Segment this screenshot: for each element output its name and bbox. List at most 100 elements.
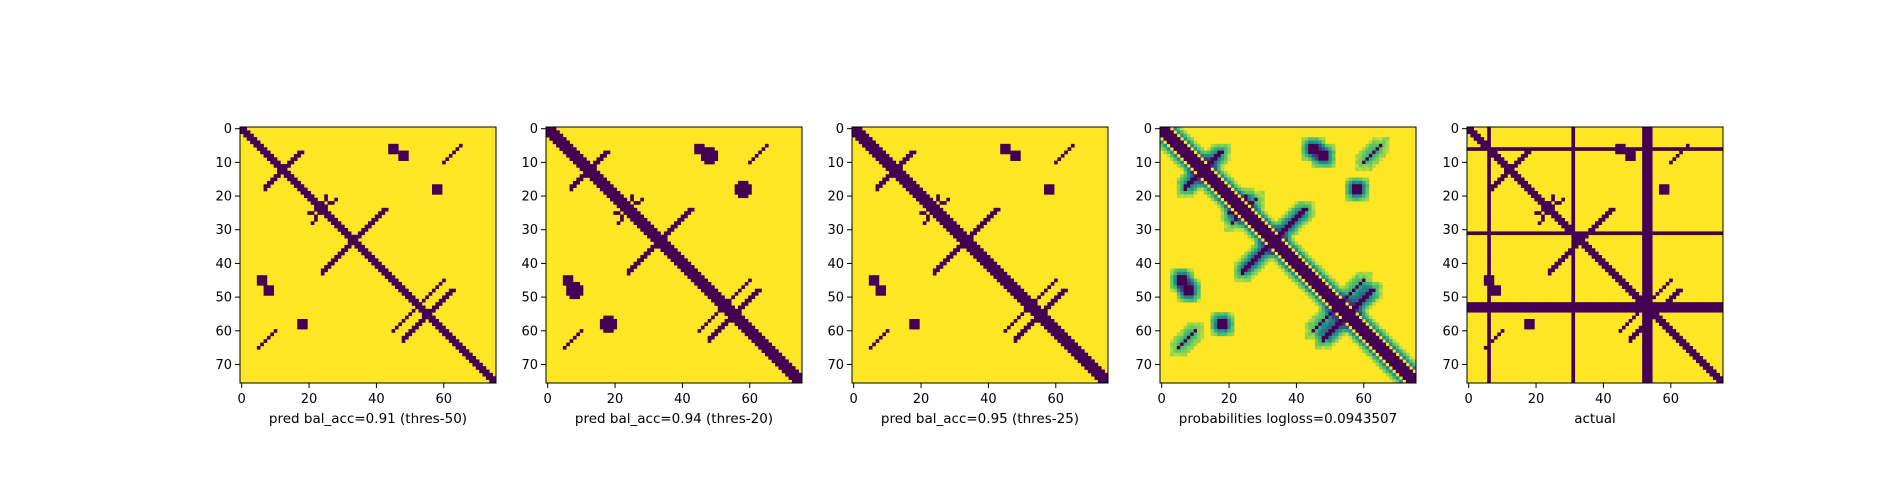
heatmap-cell xyxy=(1288,275,1292,279)
heatmap-cell xyxy=(1669,308,1673,313)
heatmap-cell xyxy=(1210,157,1215,161)
heatmap-cell xyxy=(775,356,779,360)
heatmap-cell xyxy=(384,275,389,279)
heatmap-cell xyxy=(1311,214,1316,219)
heatmap-cell xyxy=(1037,312,1041,316)
heatmap-cell xyxy=(616,204,621,209)
heatmap-cell xyxy=(905,153,910,158)
heatmap-cell xyxy=(885,153,890,158)
heatmap-cell xyxy=(260,281,264,286)
heatmap-cell xyxy=(1345,298,1349,303)
heatmap-cell xyxy=(1304,255,1309,259)
heatmap-cell xyxy=(1321,315,1326,320)
heatmap-cell xyxy=(1067,345,1072,350)
heatmap-cell xyxy=(1186,174,1191,178)
heatmap-cell xyxy=(1264,211,1269,215)
heatmap-cell xyxy=(1648,362,1653,367)
heatmap-cell xyxy=(445,335,450,340)
heatmap-cell xyxy=(1210,315,1215,320)
heatmap-cell xyxy=(882,292,886,296)
heatmap-cell xyxy=(704,153,708,158)
heatmap-cell xyxy=(1166,147,1171,151)
heatmap-cell xyxy=(1372,153,1376,158)
heatmap-cell xyxy=(1655,308,1660,313)
heatmap-cell xyxy=(1311,319,1316,323)
heatmap-cell xyxy=(589,164,594,168)
heatmap-cell xyxy=(576,332,580,337)
heatmap-cell xyxy=(1217,164,1221,168)
heatmap-cell xyxy=(1274,241,1279,246)
heatmap-cell xyxy=(327,265,332,269)
heatmap-cell xyxy=(347,231,352,236)
heatmap-cell xyxy=(1311,292,1316,296)
heatmap-cell xyxy=(1652,231,1656,236)
heatmap-cell xyxy=(677,217,682,222)
heatmap-cell xyxy=(1308,329,1312,333)
heatmap-cell xyxy=(586,167,591,172)
heatmap-cell xyxy=(1487,308,1491,313)
heatmap-cell xyxy=(1304,285,1309,289)
heatmap-cell xyxy=(1331,157,1336,161)
heatmap-cell xyxy=(1197,292,1201,296)
heatmap-cell xyxy=(694,143,698,148)
heatmap-cell xyxy=(1020,292,1025,296)
heatmap-cell xyxy=(690,207,695,212)
heatmap-cell xyxy=(1180,191,1184,195)
heatmap-cell xyxy=(1173,133,1178,138)
heatmap-cell xyxy=(1023,302,1028,306)
heatmap-cell xyxy=(1365,177,1370,182)
heatmap-cell xyxy=(1389,342,1393,347)
heatmap-cell xyxy=(485,369,490,374)
heatmap-cell xyxy=(1186,298,1191,303)
heatmap-cell xyxy=(1237,261,1242,266)
heatmap-cell xyxy=(1493,305,1498,310)
heatmap-cell xyxy=(1659,322,1663,327)
heatmap-cell xyxy=(1338,335,1343,340)
heatmap-cell xyxy=(1382,352,1386,357)
heatmap-cell xyxy=(1213,147,1218,151)
heatmap-cell xyxy=(1385,352,1390,357)
heatmap-cell xyxy=(663,244,668,249)
heatmap-cell xyxy=(1355,275,1360,279)
heatmap-cell xyxy=(976,258,981,263)
heatmap-cell xyxy=(1341,288,1346,293)
heatmap-cell xyxy=(1213,201,1218,205)
heatmap-cell xyxy=(1699,356,1704,360)
heatmap-cell xyxy=(1648,251,1653,256)
heatmap-cell xyxy=(1685,349,1690,353)
heatmap-cell xyxy=(1500,157,1505,161)
heatmap-cell xyxy=(606,180,611,185)
heatmap-cell xyxy=(636,261,641,266)
heatmap-cell xyxy=(1298,244,1302,249)
heatmap-cell xyxy=(1318,298,1322,303)
heatmap-cell xyxy=(1493,184,1498,188)
heatmap-cell xyxy=(405,295,409,300)
heatmap-cell xyxy=(878,184,883,188)
heatmap-cell xyxy=(1314,278,1319,283)
heatmap-cell xyxy=(341,228,345,232)
heatmap-cell xyxy=(1554,261,1559,266)
heatmap-cell xyxy=(778,362,783,367)
heatmap-cell xyxy=(1487,217,1491,222)
heatmap-cell xyxy=(1648,207,1653,212)
heatmap-cell xyxy=(411,295,416,300)
heatmap-cell xyxy=(1372,281,1376,286)
heatmap-cell xyxy=(1331,143,1336,148)
heatmap-cell xyxy=(700,143,705,148)
heatmap-cell xyxy=(980,255,984,259)
heatmap-cell xyxy=(1561,302,1565,306)
heatmap-cell xyxy=(445,295,450,300)
heatmap-cell xyxy=(438,298,443,303)
heatmap-cell xyxy=(1304,268,1309,273)
heatmap-cell xyxy=(1176,160,1181,165)
heatmap-cell xyxy=(1314,140,1319,145)
heatmap-cell xyxy=(1220,157,1225,161)
heatmap-cell xyxy=(956,234,961,239)
heatmap-cell xyxy=(492,379,497,384)
heatmap-cell xyxy=(290,180,295,185)
heatmap-cell xyxy=(1186,170,1191,175)
heatmap-cell xyxy=(677,261,682,266)
heatmap-cell xyxy=(1213,322,1218,327)
heatmap-cell xyxy=(1709,366,1714,370)
heatmap-cell xyxy=(1087,359,1092,364)
